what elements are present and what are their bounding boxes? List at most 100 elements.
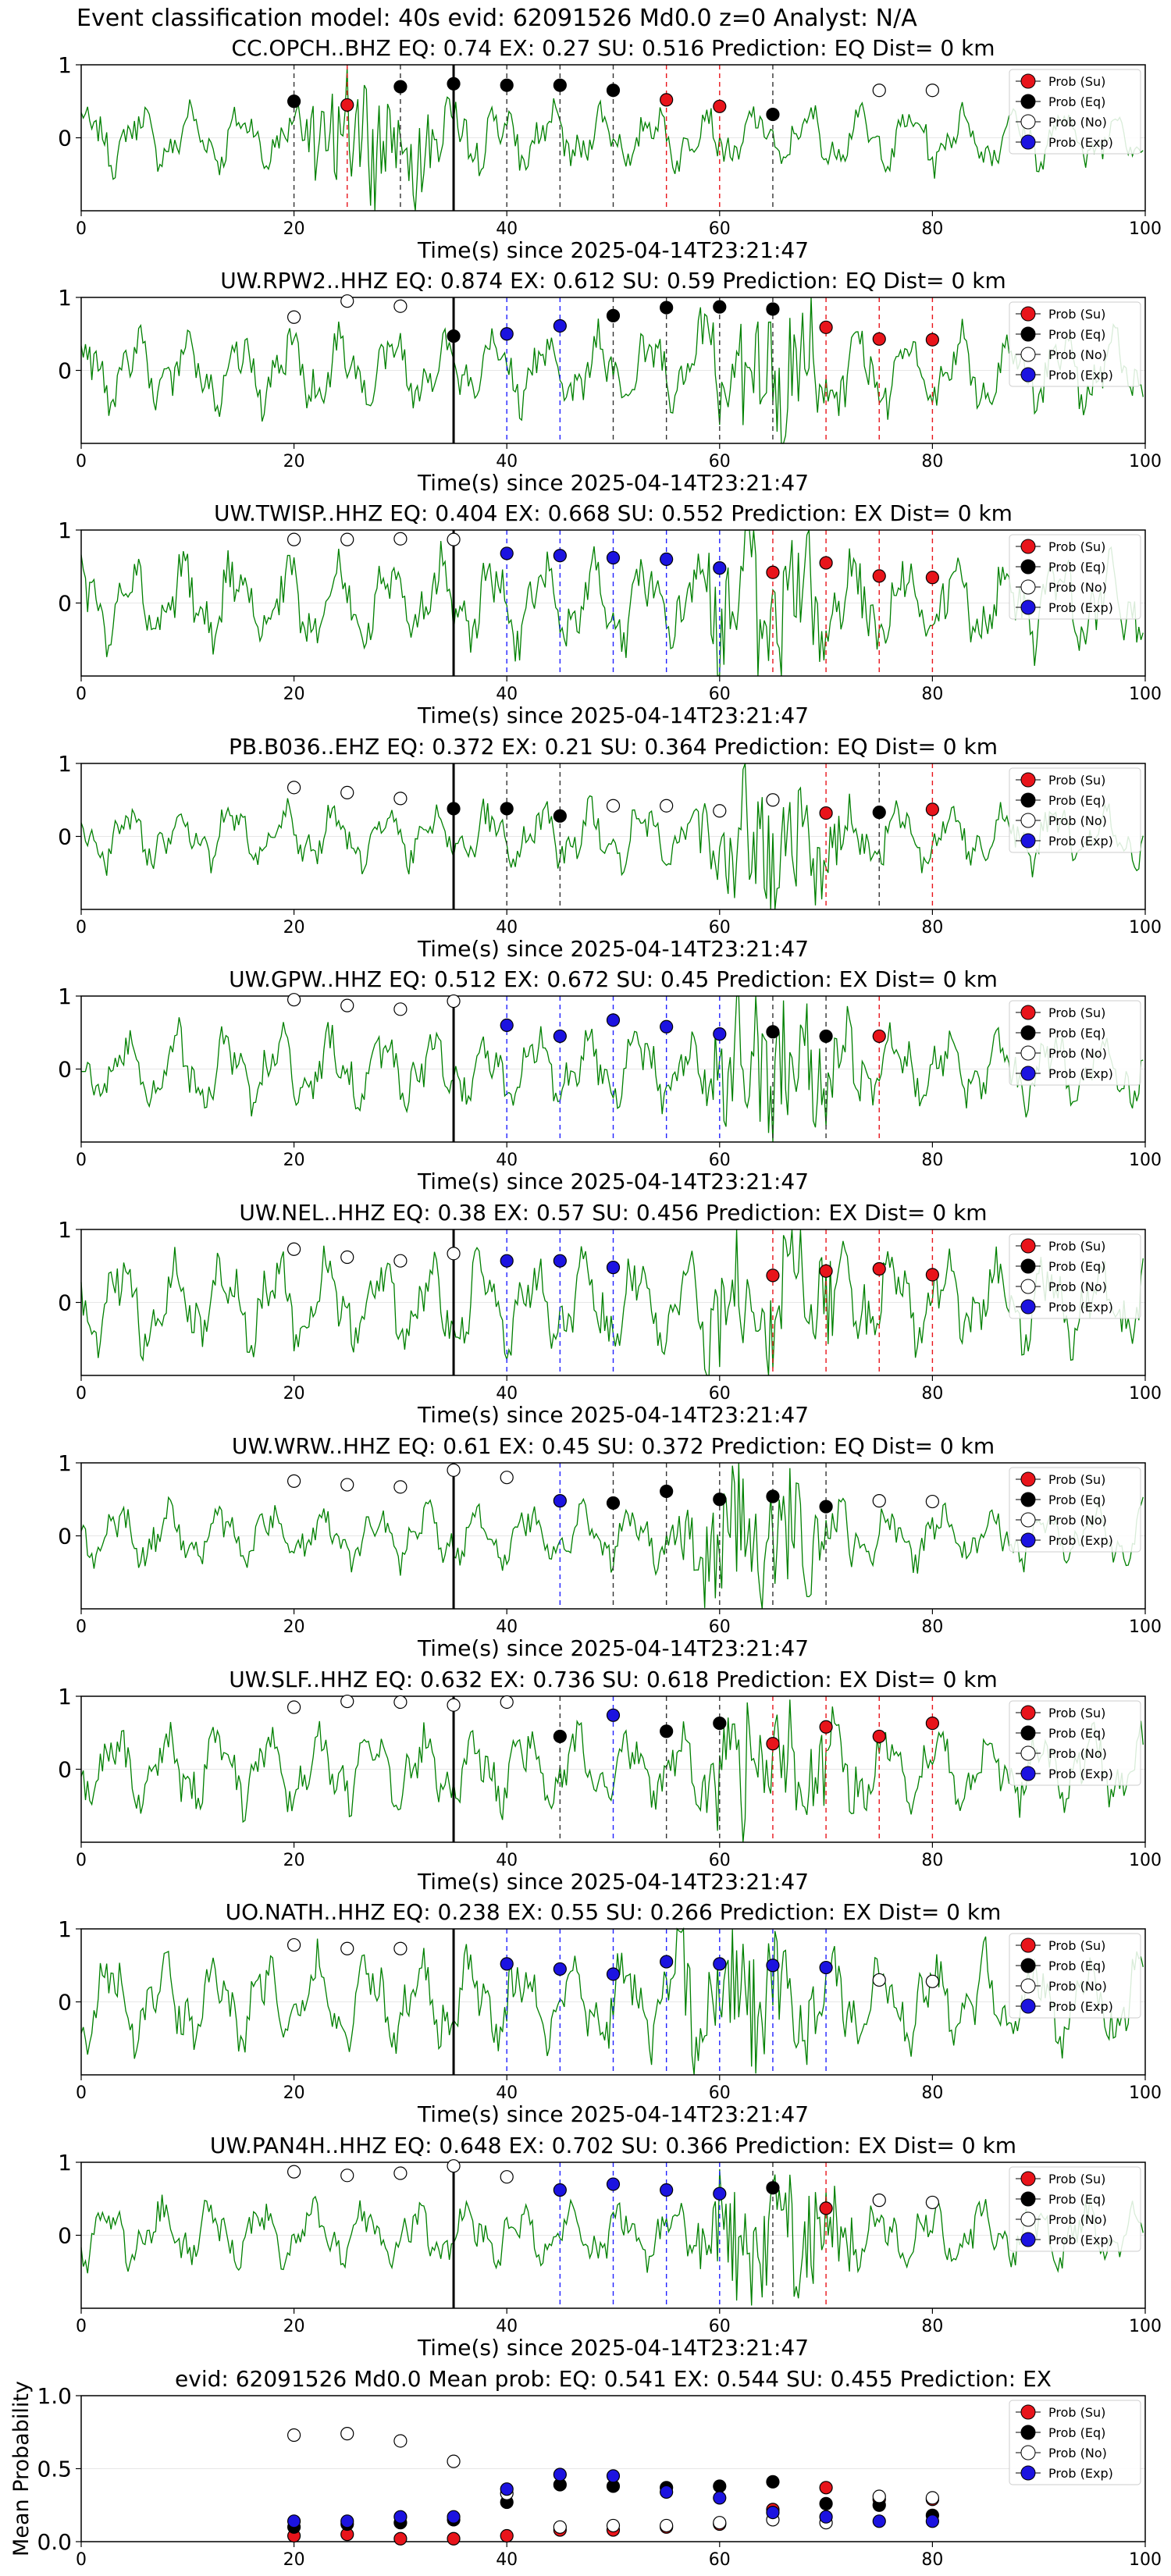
y-tick-label: 0.0 [37,2529,72,2555]
prob-point [500,1957,514,1971]
y-axis-label: Mean Probability [9,2381,34,2556]
legend-label: Prob (No) [1048,580,1107,595]
prob-point [819,556,833,570]
legend-label: Prob (Exp) [1048,1767,1113,1781]
waveform-trace [80,2169,1144,2306]
x-tick-label: 60 [709,1384,731,1404]
panel-title: UW.GPW..HHZ EQ: 0.512 EX: 0.672 SU: 0.45… [229,966,998,992]
y-tick-label: 0 [58,1524,72,1550]
waveform-trace [80,1462,1144,1610]
legend-marker [1020,1471,1036,1487]
prob-point [925,571,940,585]
legend-marker [1020,1766,1036,1781]
x-tick-label: 0 [76,1151,87,1170]
prob-point [925,2195,940,2210]
prob-point [606,2518,621,2533]
prob-point [819,2510,833,2524]
prob-point [766,107,780,122]
panel-title: PB.B036..EHZ EQ: 0.372 EX: 0.21 SU: 0.36… [229,734,998,760]
legend-marker [1020,539,1036,554]
prob-point [287,1242,301,1256]
x-tick-label: 0 [76,219,87,239]
legend-label: Prob (Exp) [1048,834,1113,849]
prob-point [500,2170,514,2184]
prob-point [819,1029,833,1044]
x-tick-label: 60 [709,2317,731,2336]
legend-label: Prob (Su) [1048,74,1105,89]
x-tick-label: 60 [709,2550,731,2570]
chart-panel-4: PB.B036..EHZ EQ: 0.372 EX: 0.21 SU: 0.36… [58,734,1162,962]
prob-point [553,1254,567,1268]
prob-point [872,806,886,820]
prob-point [819,320,833,334]
prob-point [925,802,940,817]
prob-point [872,1973,886,1987]
y-tick-label: 1 [58,984,72,1009]
prob-point [553,1962,567,1976]
prob-point [766,1489,780,1503]
x-tick-label: 20 [283,1151,305,1170]
prob-point [872,2194,886,2208]
x-tick-label: 20 [283,452,305,471]
prob-point [340,2427,354,2441]
prob-point [447,2510,461,2524]
prob-point [500,327,514,341]
prob-point [713,1027,727,1041]
x-tick-label: 20 [283,2317,305,2336]
prob-point [766,2475,780,2489]
prob-point [500,1018,514,1033]
x-tick-label: 100 [1129,918,1162,938]
legend-label: Prob (No) [1048,813,1107,828]
x-tick-label: 100 [1129,219,1162,239]
prob-point [766,1025,780,1039]
prob-point [287,993,301,1007]
legend-marker [1020,813,1036,828]
y-tick-label: 1.0 [37,2383,72,2409]
y-tick-label: 1 [58,52,72,78]
legend-label: Prob (Su) [1048,1005,1105,1020]
x-tick-label: 40 [496,1851,518,1870]
legend-marker [1020,2171,1036,2186]
prob-point [287,2428,301,2443]
legend-label: Prob (Eq) [1048,793,1105,808]
legend-box [1009,2166,1141,2252]
legend-label: Prob (No) [1048,1046,1107,1061]
legend-label: Prob (Exp) [1048,1066,1113,1081]
x-tick-label: 100 [1129,1151,1162,1170]
prob-point [872,1029,886,1044]
prob-point [287,94,301,109]
legend-marker [1020,134,1036,150]
x-tick-label: 40 [496,2083,518,2103]
prob-point [660,1484,674,1499]
prob-point [606,550,621,565]
legend-label: Prob (Exp) [1048,368,1113,382]
prob-point [287,532,301,546]
x-tick-label: 0 [76,1617,87,1637]
legend-marker [1020,1005,1036,1020]
legend-marker [1020,1532,1036,1548]
prob-point [287,310,301,324]
x-tick-label: 100 [1129,685,1162,704]
prob-point [925,1494,940,1509]
legend-label: Prob (No) [1048,347,1107,362]
legend-label: Prob (No) [1048,2212,1107,2227]
prob-point [925,1268,940,1282]
x-tick-label: 80 [921,2083,943,2103]
x-tick-label: 20 [283,685,305,704]
x-tick-label: 20 [283,918,305,938]
x-tick-label: 40 [496,685,518,704]
prob-point [393,1002,408,1016]
legend-box [1009,534,1141,620]
waveform-trace [80,995,1144,1143]
x-tick-label: 60 [709,1151,731,1170]
chart-panel-7: UW.WRW..HHZ EQ: 0.61 EX: 0.45 SU: 0.372 … [58,1433,1162,1661]
prob-point [766,2181,780,2195]
prob-point [766,1737,780,1751]
waveform-trace [80,763,1144,910]
legend-marker [1020,326,1036,342]
legend-marker [1020,306,1036,322]
chart-panel-11: evid: 62091526 Md0.0 Mean prob: EQ: 0.54… [9,2366,1162,2570]
prob-point [713,1957,727,1971]
waveform-trace [80,297,1144,444]
y-tick-label: 0 [58,1990,72,2016]
